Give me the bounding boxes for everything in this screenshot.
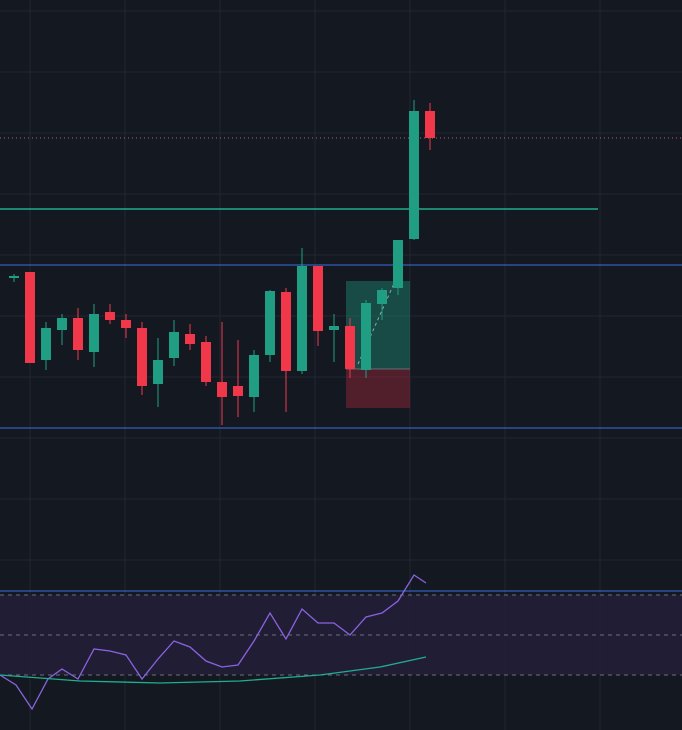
candle bbox=[361, 300, 371, 378]
candle-body bbox=[393, 240, 403, 288]
rsi-ma-line bbox=[0, 656, 427, 684]
candle bbox=[425, 103, 435, 150]
candle-body bbox=[361, 303, 371, 370]
candle bbox=[121, 314, 131, 338]
candle bbox=[185, 324, 195, 350]
candle bbox=[9, 274, 19, 282]
candle-body bbox=[297, 266, 307, 371]
candle-body bbox=[105, 312, 115, 320]
candle bbox=[329, 314, 339, 362]
candle-body bbox=[265, 291, 275, 355]
candle bbox=[169, 320, 179, 366]
position-loss-zone[interactable] bbox=[346, 369, 410, 408]
rsi-pane bbox=[0, 574, 682, 711]
candle-body bbox=[137, 328, 147, 386]
candle-body bbox=[425, 111, 435, 138]
candle bbox=[233, 340, 243, 417]
candle bbox=[137, 322, 147, 395]
candle-body bbox=[377, 290, 387, 304]
rsi-line bbox=[0, 574, 427, 711]
candle-body bbox=[249, 355, 259, 397]
candle bbox=[89, 304, 99, 367]
candle-body bbox=[233, 386, 243, 396]
candle-body bbox=[89, 314, 99, 352]
candle-body bbox=[121, 320, 131, 328]
horizontal-levels bbox=[0, 137, 682, 429]
candle-body bbox=[313, 266, 323, 331]
candle bbox=[217, 322, 227, 425]
candle bbox=[409, 100, 419, 240]
candle-body bbox=[281, 292, 291, 371]
candle bbox=[201, 336, 211, 386]
candlestick-series bbox=[9, 100, 435, 425]
candle bbox=[73, 308, 83, 360]
candle-body bbox=[41, 328, 51, 360]
candle bbox=[377, 288, 387, 320]
candle-body bbox=[25, 272, 35, 363]
candle-body bbox=[329, 326, 339, 330]
candle bbox=[313, 266, 323, 346]
candle-body bbox=[201, 342, 211, 382]
candle-body bbox=[185, 334, 195, 344]
candle-body bbox=[57, 318, 67, 330]
candle-body bbox=[73, 318, 83, 350]
candle-body bbox=[409, 111, 419, 239]
candle bbox=[297, 248, 307, 374]
candle bbox=[345, 318, 355, 378]
candle-body bbox=[217, 382, 227, 397]
candle bbox=[25, 272, 35, 363]
candle-body bbox=[345, 326, 355, 369]
candle bbox=[249, 350, 259, 412]
candle-body bbox=[9, 276, 19, 278]
candle bbox=[153, 338, 163, 407]
candle-body bbox=[169, 332, 179, 358]
candle bbox=[393, 240, 403, 295]
candle bbox=[105, 304, 115, 324]
candle bbox=[41, 322, 51, 370]
candle bbox=[57, 314, 67, 345]
candle-body bbox=[153, 360, 163, 384]
candle bbox=[265, 290, 275, 362]
candle bbox=[281, 288, 291, 412]
